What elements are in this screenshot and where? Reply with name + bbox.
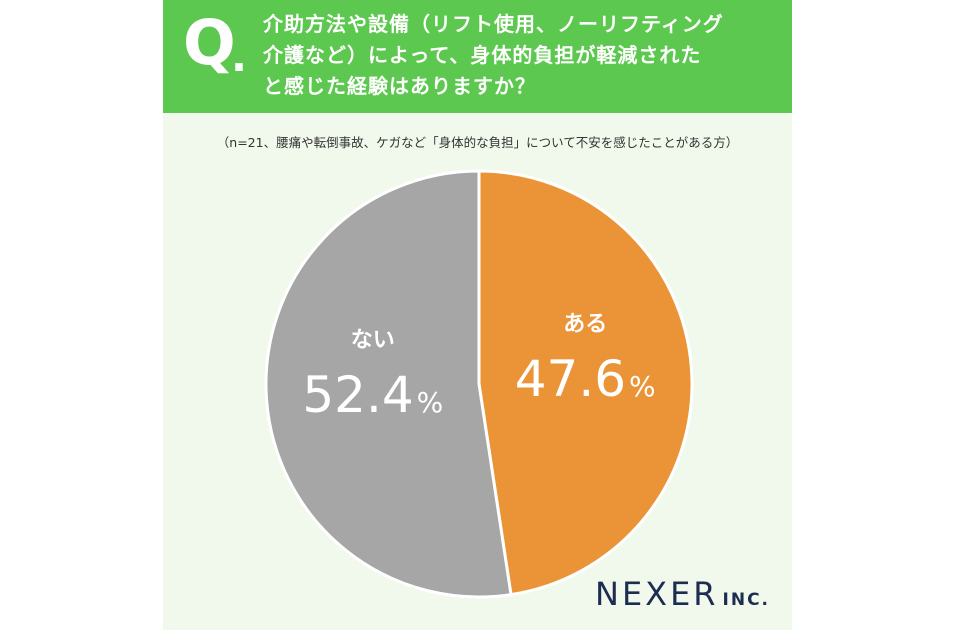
- pie-slice-1: [477, 169, 694, 597]
- logo-sub-text: INC.: [722, 590, 771, 610]
- sample-note: （n=21、腰痛や転倒事故、ケガなど「身体的な負担」について不安を感じたことがあ…: [216, 135, 739, 150]
- pie-slice-2: [264, 169, 513, 599]
- slice-value-1: 47.6%: [515, 350, 656, 408]
- logo-main-text: NEXER: [595, 575, 719, 613]
- slice-label-1: ある: [563, 312, 607, 337]
- question-mark-dot: .: [231, 32, 247, 81]
- question-text-line-2: 介護など）によって、身体的負担が軽減された: [263, 43, 702, 67]
- question-text-line-3: と感じた経験はありますか？: [263, 74, 536, 98]
- question-header: Q . 介助方法や設備（リフト使用、ノーリフティング 介護など）によって、身体的…: [163, 0, 792, 113]
- slice-label-2: ない: [351, 328, 395, 353]
- question-mark-letter: Q: [183, 6, 236, 79]
- infographic-panel: Q . 介助方法や設備（リフト使用、ノーリフティング 介護など）によって、身体的…: [163, 0, 792, 630]
- slice-value-2: 52.4%: [302, 366, 443, 424]
- nexer-logo: NEXER INC.: [595, 578, 770, 610]
- question-text-line-1: 介助方法や設備（リフト使用、ノーリフティング: [263, 12, 724, 36]
- pie-chart: ある 47.6 % ない 52.4%: [264, 169, 694, 599]
